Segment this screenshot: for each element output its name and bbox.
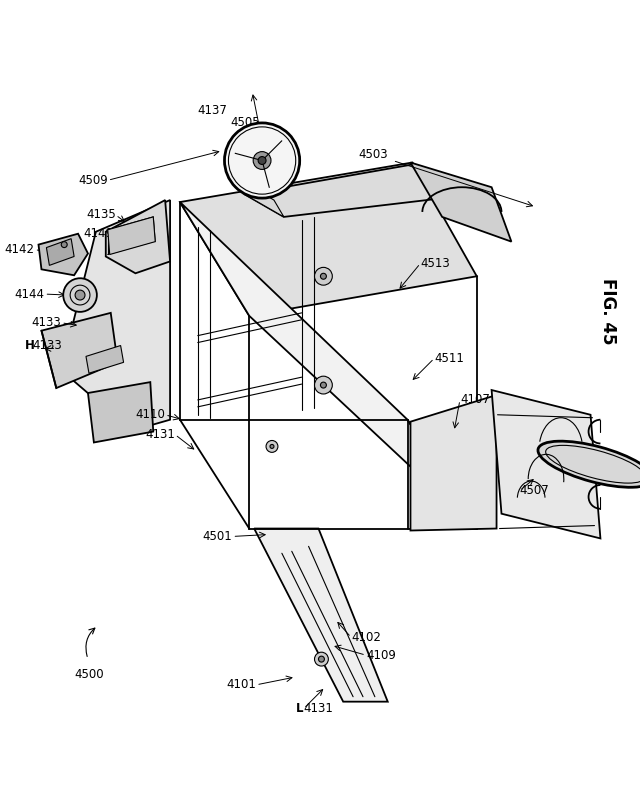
Circle shape [314, 652, 328, 666]
Text: 4507: 4507 [519, 484, 549, 498]
Circle shape [225, 123, 300, 198]
Text: 4109: 4109 [366, 648, 396, 662]
Polygon shape [236, 178, 284, 217]
Circle shape [253, 152, 271, 170]
Text: 4144: 4144 [15, 288, 44, 300]
Text: 4509: 4509 [78, 174, 108, 187]
Text: 4131: 4131 [145, 428, 175, 441]
Polygon shape [88, 382, 153, 443]
Text: 4503: 4503 [358, 148, 388, 161]
Circle shape [270, 444, 274, 448]
Text: 4505: 4505 [230, 116, 260, 130]
Text: 4107: 4107 [460, 394, 490, 406]
Text: 4142: 4142 [4, 243, 35, 256]
Polygon shape [180, 163, 477, 316]
Polygon shape [180, 202, 477, 528]
Text: H: H [25, 339, 35, 352]
Text: 4133: 4133 [31, 316, 61, 329]
Circle shape [75, 290, 85, 300]
Circle shape [314, 267, 332, 285]
Polygon shape [38, 233, 88, 275]
Text: 4501: 4501 [203, 530, 232, 543]
Text: 4102: 4102 [351, 631, 381, 644]
Circle shape [258, 156, 266, 164]
Text: 4110: 4110 [135, 408, 165, 421]
Ellipse shape [538, 441, 640, 487]
Text: 4133: 4133 [33, 339, 62, 352]
Text: 4131: 4131 [303, 702, 333, 715]
Text: 4101: 4101 [227, 678, 256, 692]
Circle shape [321, 382, 326, 388]
Circle shape [63, 278, 97, 312]
Text: 4135: 4135 [86, 208, 116, 222]
Polygon shape [108, 217, 156, 255]
Polygon shape [106, 200, 170, 274]
Text: 4511: 4511 [434, 352, 464, 365]
Text: L: L [296, 702, 303, 715]
Text: 4513: 4513 [420, 257, 450, 270]
Circle shape [319, 656, 324, 662]
Polygon shape [61, 200, 170, 430]
Text: 4137: 4137 [198, 104, 228, 116]
Text: 4149: 4149 [84, 227, 114, 241]
Polygon shape [47, 239, 74, 266]
Polygon shape [410, 395, 497, 531]
Circle shape [321, 274, 326, 279]
Polygon shape [410, 163, 511, 241]
Circle shape [266, 440, 278, 453]
Polygon shape [42, 313, 118, 388]
Circle shape [61, 241, 67, 248]
Polygon shape [86, 346, 124, 373]
Polygon shape [492, 390, 600, 538]
Text: 4500: 4500 [74, 668, 104, 681]
Text: FIG. 45: FIG. 45 [599, 277, 618, 344]
Circle shape [314, 376, 332, 394]
Polygon shape [244, 164, 452, 217]
Polygon shape [254, 528, 388, 702]
